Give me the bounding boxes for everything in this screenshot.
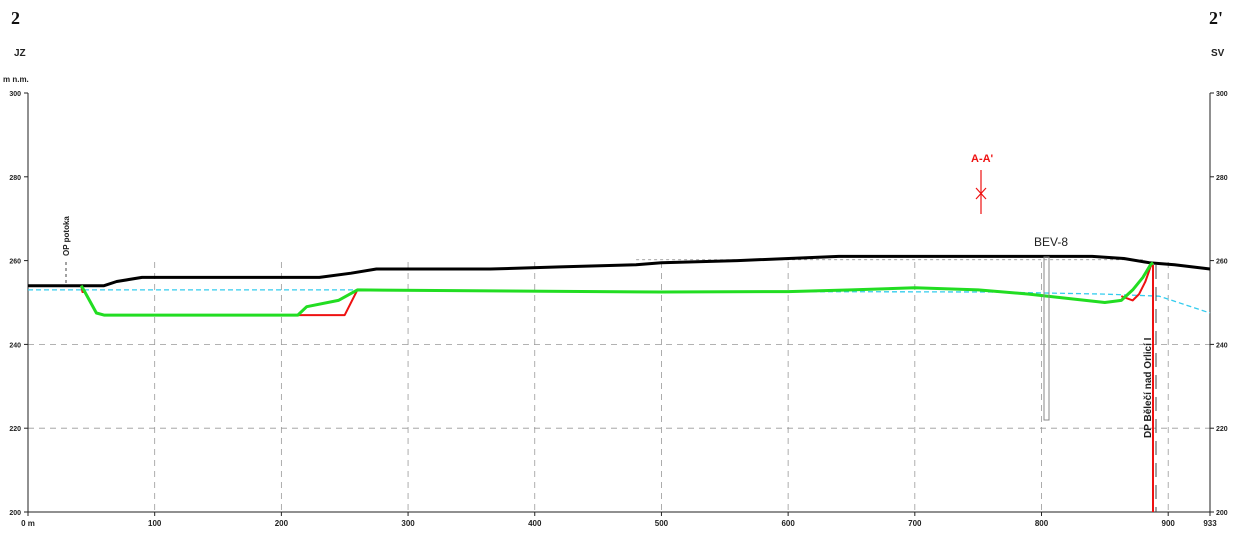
axes: 0 m 100 200 300 400 500 600 700 800 900 933 200 200 2… [9, 91, 1227, 528]
left-boundary-label: OP potoka [62, 216, 71, 256]
y-tick-label-right: 220 [1216, 426, 1228, 433]
x-tick-label: 500 [655, 519, 669, 528]
terrain-line [28, 254, 1211, 288]
x-tick-label: 0 m [21, 519, 35, 528]
profile-lines [28, 254, 1211, 317]
section-end-mark: 2' [1209, 8, 1224, 28]
x-tick-label: 933 [1203, 519, 1217, 528]
y-tick-label-left: 260 [9, 259, 21, 266]
annotations: BEV-8 A-A' OP potoka DP Bělečí nad Orlic… [62, 153, 1157, 512]
y-tick-label-right: 200 [1216, 510, 1228, 517]
y-tick-label-left: 240 [9, 342, 21, 349]
y-tick-label-left: 300 [9, 91, 21, 98]
x-tick-label: 400 [528, 519, 542, 528]
section-marker-icon [975, 170, 987, 214]
section-start-mark: 2 [11, 8, 20, 28]
y-tick-label-right: 260 [1216, 259, 1228, 266]
y-tick-label-left: 220 [9, 426, 21, 433]
y-tick-label-left: 200 [9, 510, 21, 517]
y-tick-label-right: 280 [1216, 175, 1228, 182]
x-tick-label: 300 [401, 519, 415, 528]
right-boundary-label: DP Bělečí nad Orlicí I [1143, 337, 1154, 438]
proposed-base-line [79, 261, 1154, 317]
grid-lines [28, 259, 1210, 512]
x-tick-label: 600 [781, 519, 795, 528]
borehole-bev8 [1043, 256, 1050, 421]
section-marker-label: A-A' [971, 153, 994, 165]
y-tick-label-right: 300 [1216, 91, 1228, 98]
direction-left: JZ [14, 48, 26, 59]
borehole-label: BEV-8 [1034, 235, 1068, 249]
y-unit-label: m n.m. [3, 75, 29, 84]
y-tick-label-right: 240 [1216, 342, 1228, 349]
existing-base-line [297, 289, 359, 317]
x-tick-label: 200 [275, 519, 289, 528]
x-tick-label: 800 [1035, 519, 1049, 528]
x-tick-label: 900 [1162, 519, 1176, 528]
x-tick-label: 100 [148, 519, 162, 528]
direction-right: SV [1211, 48, 1225, 59]
y-tick-label-left: 280 [9, 175, 21, 182]
x-tick-label: 700 [908, 519, 922, 528]
